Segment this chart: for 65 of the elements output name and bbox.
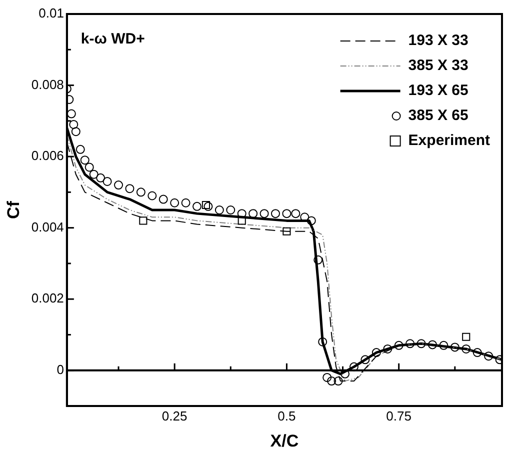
point <box>322 372 332 382</box>
point <box>204 202 213 211</box>
y-tick-label: 0.006 <box>31 148 64 164</box>
x-tick-label: 0.75 <box>386 408 412 424</box>
point <box>136 188 146 197</box>
point <box>84 162 94 172</box>
point <box>69 120 78 129</box>
x-axis-title: X/C <box>270 431 299 450</box>
point <box>139 216 148 225</box>
point <box>80 156 90 165</box>
point <box>102 176 112 186</box>
point <box>192 202 202 211</box>
point <box>158 194 168 204</box>
legend-label: 385 X 65 <box>408 107 468 124</box>
point <box>462 344 471 354</box>
point <box>270 209 280 218</box>
point <box>96 173 106 182</box>
point <box>439 340 448 350</box>
point <box>148 191 157 200</box>
point <box>214 206 224 214</box>
point <box>383 344 392 354</box>
y-tick-label: 0.002 <box>31 290 64 306</box>
point <box>226 206 236 214</box>
point <box>484 352 494 361</box>
point <box>450 342 460 352</box>
point <box>428 340 437 350</box>
legend-label: Experiment <box>408 132 490 150</box>
point <box>260 209 269 218</box>
point <box>462 332 470 341</box>
point <box>394 340 404 350</box>
point <box>306 216 316 226</box>
point <box>291 209 300 218</box>
point <box>71 127 80 136</box>
point <box>340 369 350 378</box>
point <box>327 376 336 386</box>
point <box>282 209 292 218</box>
point <box>349 362 358 372</box>
y-tick-label: 0.01 <box>38 6 64 21</box>
legend-label: 193 X 33 <box>408 32 468 50</box>
point <box>114 180 124 190</box>
point <box>202 200 210 210</box>
y-axis-title: Cf <box>4 200 23 219</box>
point <box>318 337 328 346</box>
legend-label: 193 X 65 <box>408 82 468 100</box>
x-tick-label: 0.25 <box>162 408 188 424</box>
point <box>372 348 381 358</box>
y-tick-label: 0.008 <box>31 76 64 92</box>
point <box>170 198 180 208</box>
point <box>237 209 246 218</box>
y-tick-label: 0.004 <box>31 219 64 234</box>
y-tick-label: 0 <box>56 362 64 377</box>
point <box>89 170 98 179</box>
x-tick-label: 0.5 <box>278 408 296 424</box>
point <box>334 376 343 386</box>
annotation: k-ω WD+ <box>80 30 146 48</box>
point <box>406 339 415 348</box>
point <box>416 339 426 348</box>
point <box>282 227 291 236</box>
point <box>472 348 482 358</box>
legend-label: 385 X 33 <box>408 57 468 74</box>
point <box>125 184 134 194</box>
point <box>314 255 323 264</box>
point <box>360 355 370 364</box>
point <box>181 198 190 208</box>
point <box>76 144 85 154</box>
